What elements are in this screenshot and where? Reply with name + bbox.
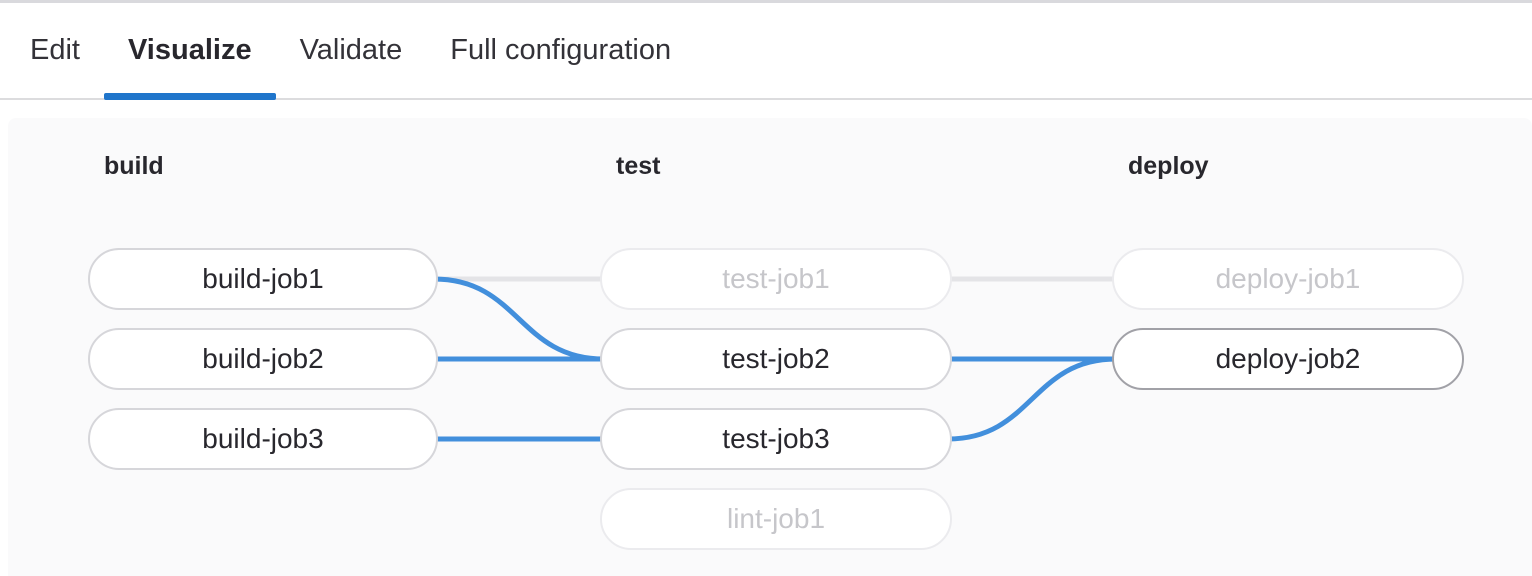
job-label: build-job3 — [202, 423, 324, 454]
tab-edit[interactable]: Edit — [30, 34, 80, 66]
link-test-job3-to-deploy-job2 — [947, 356, 1117, 442]
job-pill-deploy-job2[interactable]: deploy-job2 — [1112, 328, 1464, 390]
job-pill-lint-job1[interactable]: lint-job1 — [600, 488, 952, 550]
job-label: deploy-job1 — [1215, 263, 1361, 294]
job-pill-test-job1[interactable]: test-job1 — [600, 248, 952, 310]
job-label: build-job1 — [202, 263, 324, 294]
job-label: deploy-job2 — [1215, 343, 1361, 374]
stage-label-build: build — [104, 152, 164, 180]
pipeline-links-layer — [433, 276, 1117, 442]
job-label: test-job2 — [722, 343, 830, 374]
job-pill-build-job2[interactable]: build-job2 — [88, 328, 438, 390]
link-build-job1-to-test-job2 — [433, 276, 605, 362]
tab-visualize[interactable]: Visualize — [103, 3, 276, 100]
job-label: test-job3 — [722, 423, 830, 454]
tab-full-configuration[interactable]: Full configuration — [450, 34, 672, 66]
top-divider — [0, 0, 1532, 3]
job-pill-build-job3[interactable]: build-job3 — [88, 408, 438, 470]
job-pill-build-job1[interactable]: build-job1 — [88, 248, 438, 310]
pipeline-graph-canvas: build build-job1 build-job2 build-job3 test t… — [8, 118, 1532, 576]
job-pill-test-job3[interactable]: test-job3 — [600, 408, 952, 470]
job-label: test-job1 — [722, 263, 830, 294]
stage-label-deploy: deploy — [1128, 152, 1209, 180]
stage-label-test: test — [616, 152, 661, 180]
pipeline-editor-tab-bar: Edit Visualize Validate Full configuration — [0, 3, 1532, 100]
job-pill-deploy-job1[interactable]: deploy-job1 — [1112, 248, 1464, 310]
job-label: lint-job1 — [726, 503, 826, 534]
job-pill-test-job2[interactable]: test-job2 — [600, 328, 952, 390]
tab-validate[interactable]: Validate — [299, 34, 403, 66]
job-label: build-job2 — [202, 343, 324, 374]
